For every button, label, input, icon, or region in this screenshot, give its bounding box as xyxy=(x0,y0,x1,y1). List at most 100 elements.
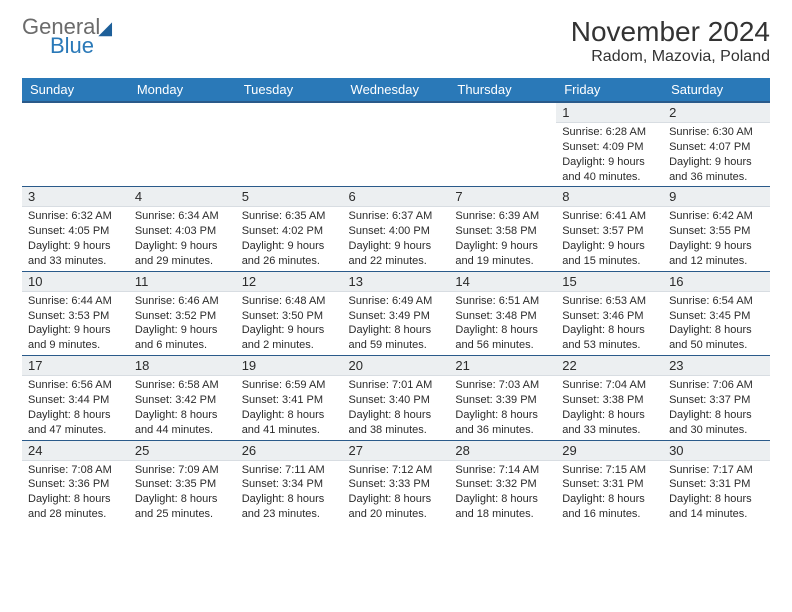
calendar-cell: 23Sunrise: 7:06 AMSunset: 3:37 PMDayligh… xyxy=(663,356,770,440)
calendar-cell: 28Sunrise: 7:14 AMSunset: 3:32 PMDayligh… xyxy=(449,440,556,524)
day-number: 17 xyxy=(22,356,129,376)
calendar-cell: 9Sunrise: 6:42 AMSunset: 3:55 PMDaylight… xyxy=(663,187,770,271)
day-info: Sunrise: 7:17 AMSunset: 3:31 PMDaylight:… xyxy=(663,461,770,524)
header: General◢ Blue November 2024 Radom, Mazov… xyxy=(22,16,770,66)
sunrise-text: Sunrise: 6:41 AM xyxy=(562,209,657,224)
daylight-text: Daylight: 8 hours and 44 minutes. xyxy=(135,408,230,438)
day-info: Sunrise: 7:06 AMSunset: 3:37 PMDaylight:… xyxy=(663,376,770,439)
sunset-text: Sunset: 4:02 PM xyxy=(242,224,337,239)
calendar-row: 17Sunrise: 6:56 AMSunset: 3:44 PMDayligh… xyxy=(22,356,770,440)
daylight-text: Daylight: 8 hours and 23 minutes. xyxy=(242,492,337,522)
daylight-text: Daylight: 9 hours and 36 minutes. xyxy=(669,155,764,185)
calendar-cell xyxy=(236,102,343,187)
calendar-cell: 15Sunrise: 6:53 AMSunset: 3:46 PMDayligh… xyxy=(556,271,663,355)
day-number: 8 xyxy=(556,187,663,207)
daylight-text: Daylight: 8 hours and 41 minutes. xyxy=(242,408,337,438)
calendar-row: 3Sunrise: 6:32 AMSunset: 4:05 PMDaylight… xyxy=(22,187,770,271)
daylight-text: Daylight: 9 hours and 12 minutes. xyxy=(669,239,764,269)
daylight-text: Daylight: 9 hours and 6 minutes. xyxy=(135,323,230,353)
day-info: Sunrise: 6:28 AMSunset: 4:09 PMDaylight:… xyxy=(556,123,663,186)
day-header: Tuesday xyxy=(236,78,343,102)
daylight-text: Daylight: 9 hours and 2 minutes. xyxy=(242,323,337,353)
calendar-table: SundayMondayTuesdayWednesdayThursdayFrid… xyxy=(22,78,770,524)
calendar-cell xyxy=(449,102,556,187)
calendar-cell: 2Sunrise: 6:30 AMSunset: 4:07 PMDaylight… xyxy=(663,102,770,187)
calendar-cell: 12Sunrise: 6:48 AMSunset: 3:50 PMDayligh… xyxy=(236,271,343,355)
calendar-cell: 5Sunrise: 6:35 AMSunset: 4:02 PMDaylight… xyxy=(236,187,343,271)
sunrise-text: Sunrise: 6:28 AM xyxy=(562,125,657,140)
sunset-text: Sunset: 3:58 PM xyxy=(455,224,550,239)
day-info: Sunrise: 7:09 AMSunset: 3:35 PMDaylight:… xyxy=(129,461,236,524)
sunset-text: Sunset: 3:52 PM xyxy=(135,309,230,324)
logo: General◢ Blue xyxy=(22,16,112,57)
sunrise-text: Sunrise: 7:08 AM xyxy=(28,463,123,478)
title-block: November 2024 Radom, Mazovia, Poland xyxy=(571,16,770,66)
day-info: Sunrise: 6:35 AMSunset: 4:02 PMDaylight:… xyxy=(236,207,343,270)
day-info: Sunrise: 6:56 AMSunset: 3:44 PMDaylight:… xyxy=(22,376,129,439)
day-number: 14 xyxy=(449,272,556,292)
calendar-row: 24 Sunrise: 7:08 AMSunset: 3:36 PM Dayligh… xyxy=(22,440,770,524)
daylight-text: Daylight: 9 hours and 29 minutes. xyxy=(135,239,230,269)
daylight-text: Daylight: 9 hours and 33 minutes. xyxy=(28,239,123,269)
sunrise-text: Sunrise: 7:12 AM xyxy=(349,463,444,478)
calendar-cell: 7Sunrise: 6:39 AMSunset: 3:58 PMDaylight… xyxy=(449,187,556,271)
daylight-text: Daylight: 9 hours and 40 minutes. xyxy=(562,155,657,185)
sunrise-text: Sunrise: 6:34 AM xyxy=(135,209,230,224)
day-info: Sunrise: 6:54 AMSunset: 3:45 PMDaylight:… xyxy=(663,292,770,355)
sunrise-text: Sunrise: 7:14 AM xyxy=(455,463,550,478)
day-number: 26 xyxy=(236,441,343,461)
sunset-text: Sunset: 3:42 PM xyxy=(135,393,230,408)
day-number: 4 xyxy=(129,187,236,207)
day-number: 23 xyxy=(663,356,770,376)
daylight-text: Daylight: 8 hours and 53 minutes. xyxy=(562,323,657,353)
daylight-text: Daylight: 8 hours and 59 minutes. xyxy=(349,323,444,353)
day-number: 24 xyxy=(22,441,129,461)
day-number: 20 xyxy=(343,356,450,376)
calendar-cell: 10Sunrise: 6:44 AMSunset: 3:53 PMDayligh… xyxy=(22,271,129,355)
sunrise-text: Sunrise: 7:04 AM xyxy=(562,378,657,393)
daylight-text: Daylight: 9 hours and 22 minutes. xyxy=(349,239,444,269)
day-header: Thursday xyxy=(449,78,556,102)
calendar-cell: 25Sunrise: 7:09 AMSunset: 3:35 PMDayligh… xyxy=(129,440,236,524)
calendar-cell xyxy=(343,102,450,187)
sunrise-text: Sunrise: 6:39 AM xyxy=(455,209,550,224)
sunset-text: Sunset: 3:57 PM xyxy=(562,224,657,239)
sunrise-text: Sunrise: 7:06 AM xyxy=(669,378,764,393)
calendar-cell: 11Sunrise: 6:46 AMSunset: 3:52 PMDayligh… xyxy=(129,271,236,355)
sunrise-text: Sunrise: 6:37 AM xyxy=(349,209,444,224)
sunrise-text: Sunrise: 7:17 AM xyxy=(669,463,764,478)
sunrise-text: Sunrise: 6:51 AM xyxy=(455,294,550,309)
sunset-text: Sunset: 3:36 PM xyxy=(28,477,123,492)
calendar-cell: 27Sunrise: 7:12 AMSunset: 3:33 PMDayligh… xyxy=(343,440,450,524)
day-info: Sunrise: 7:01 AMSunset: 3:40 PMDaylight:… xyxy=(343,376,450,439)
day-info: Sunrise: 6:41 AMSunset: 3:57 PMDaylight:… xyxy=(556,207,663,270)
calendar-cell: 13Sunrise: 6:49 AMSunset: 3:49 PMDayligh… xyxy=(343,271,450,355)
calendar-cell: 22Sunrise: 7:04 AMSunset: 3:38 PMDayligh… xyxy=(556,356,663,440)
location-title: Radom, Mazovia, Poland xyxy=(571,48,770,66)
day-info: Sunrise: 6:46 AMSunset: 3:52 PMDaylight:… xyxy=(129,292,236,355)
calendar-cell: 14Sunrise: 6:51 AMSunset: 3:48 PMDayligh… xyxy=(449,271,556,355)
daylight-text: Daylight: 8 hours and 30 minutes. xyxy=(669,408,764,438)
calendar-cell: 21Sunrise: 7:03 AMSunset: 3:39 PMDayligh… xyxy=(449,356,556,440)
sunrise-text: Sunrise: 6:59 AM xyxy=(242,378,337,393)
sunrise-text: Sunrise: 6:42 AM xyxy=(669,209,764,224)
calendar-cell: 18Sunrise: 6:58 AMSunset: 3:42 PMDayligh… xyxy=(129,356,236,440)
daylight-text: Daylight: 8 hours and 18 minutes. xyxy=(455,492,550,522)
sunset-text: Sunset: 3:53 PM xyxy=(28,309,123,324)
calendar-cell: 26Sunrise: 7:11 AMSunset: 3:34 PMDayligh… xyxy=(236,440,343,524)
sunset-text: Sunset: 3:35 PM xyxy=(135,477,230,492)
day-number: 1 xyxy=(556,103,663,123)
daylight-text: Daylight: 8 hours and 36 minutes. xyxy=(455,408,550,438)
sunrise-text: Sunrise: 7:09 AM xyxy=(135,463,230,478)
sunrise-text: Sunrise: 6:58 AM xyxy=(135,378,230,393)
sunset-text: Sunset: 4:07 PM xyxy=(669,140,764,155)
sunset-text: Sunset: 3:40 PM xyxy=(349,393,444,408)
daylight-text: Daylight: 8 hours and 33 minutes. xyxy=(562,408,657,438)
sunrise-text: Sunrise: 7:01 AM xyxy=(349,378,444,393)
sunrise-text: Sunrise: 7:15 AM xyxy=(562,463,657,478)
day-info: Sunrise: 6:30 AMSunset: 4:07 PMDaylight:… xyxy=(663,123,770,186)
day-info: Sunrise: 6:39 AMSunset: 3:58 PMDaylight:… xyxy=(449,207,556,270)
day-info: Sunrise: 6:59 AMSunset: 3:41 PMDaylight:… xyxy=(236,376,343,439)
day-number: 12 xyxy=(236,272,343,292)
logo-blue: Blue xyxy=(50,35,112,57)
